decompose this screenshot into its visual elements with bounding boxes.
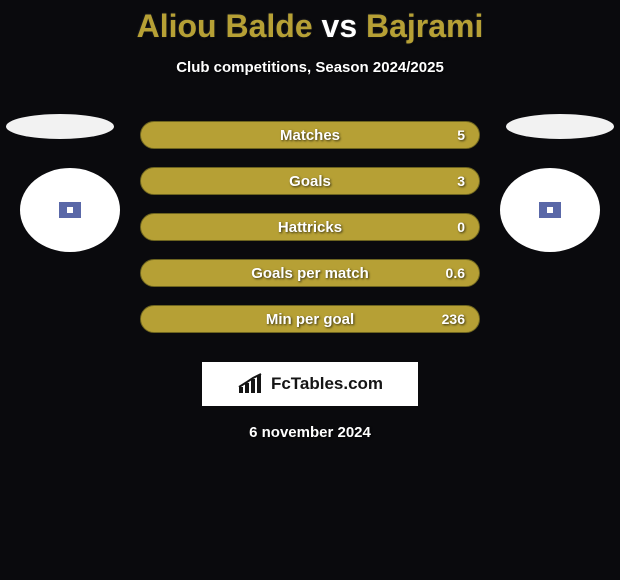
- stat-row: Goals 3: [0, 158, 620, 204]
- stat-label: Goals: [289, 173, 331, 190]
- stat-label: Min per goal: [266, 311, 354, 328]
- stat-row: Goals per match 0.6: [0, 250, 620, 296]
- stat-bar: Matches 5: [140, 121, 480, 149]
- stat-value-right: 5: [457, 127, 465, 143]
- stat-value-right: 3: [457, 173, 465, 189]
- branding-badge: FcTables.com: [202, 362, 418, 406]
- stat-bar: Goals per match 0.6: [140, 259, 480, 287]
- subtitle: Club competitions, Season 2024/2025: [0, 59, 620, 76]
- stat-bar: Min per goal 236: [140, 305, 480, 333]
- brand-text: FcTables.com: [271, 374, 383, 394]
- stat-label: Goals per match: [251, 265, 369, 282]
- brand-chart-icon: [237, 373, 265, 395]
- title-player1: Aliou Balde: [137, 8, 313, 44]
- stat-value-right: 0: [457, 219, 465, 235]
- stat-value-right: 236: [442, 311, 465, 327]
- snapshot-date: 6 november 2024: [0, 424, 620, 441]
- stats-area: Matches 5 Goals 3 Hattricks 0 Goals per match 0…: [0, 112, 620, 342]
- stat-row: Min per goal 236: [0, 296, 620, 342]
- stat-rows: Matches 5 Goals 3 Hattricks 0 Goals per match 0…: [0, 112, 620, 342]
- stat-row: Hattricks 0: [0, 204, 620, 250]
- page-title: Aliou Balde vs Bajrami: [0, 0, 620, 45]
- title-player2: Bajrami: [366, 8, 483, 44]
- stat-label: Hattricks: [278, 219, 342, 236]
- comparison-container: Aliou Balde vs Bajrami Club competitions…: [0, 0, 620, 441]
- stat-bar: Goals 3: [140, 167, 480, 195]
- stat-row: Matches 5: [0, 112, 620, 158]
- stat-value-right: 0.6: [446, 265, 465, 281]
- stat-bar: Hattricks 0: [140, 213, 480, 241]
- stat-label: Matches: [280, 127, 340, 144]
- title-vs: vs: [322, 8, 358, 44]
